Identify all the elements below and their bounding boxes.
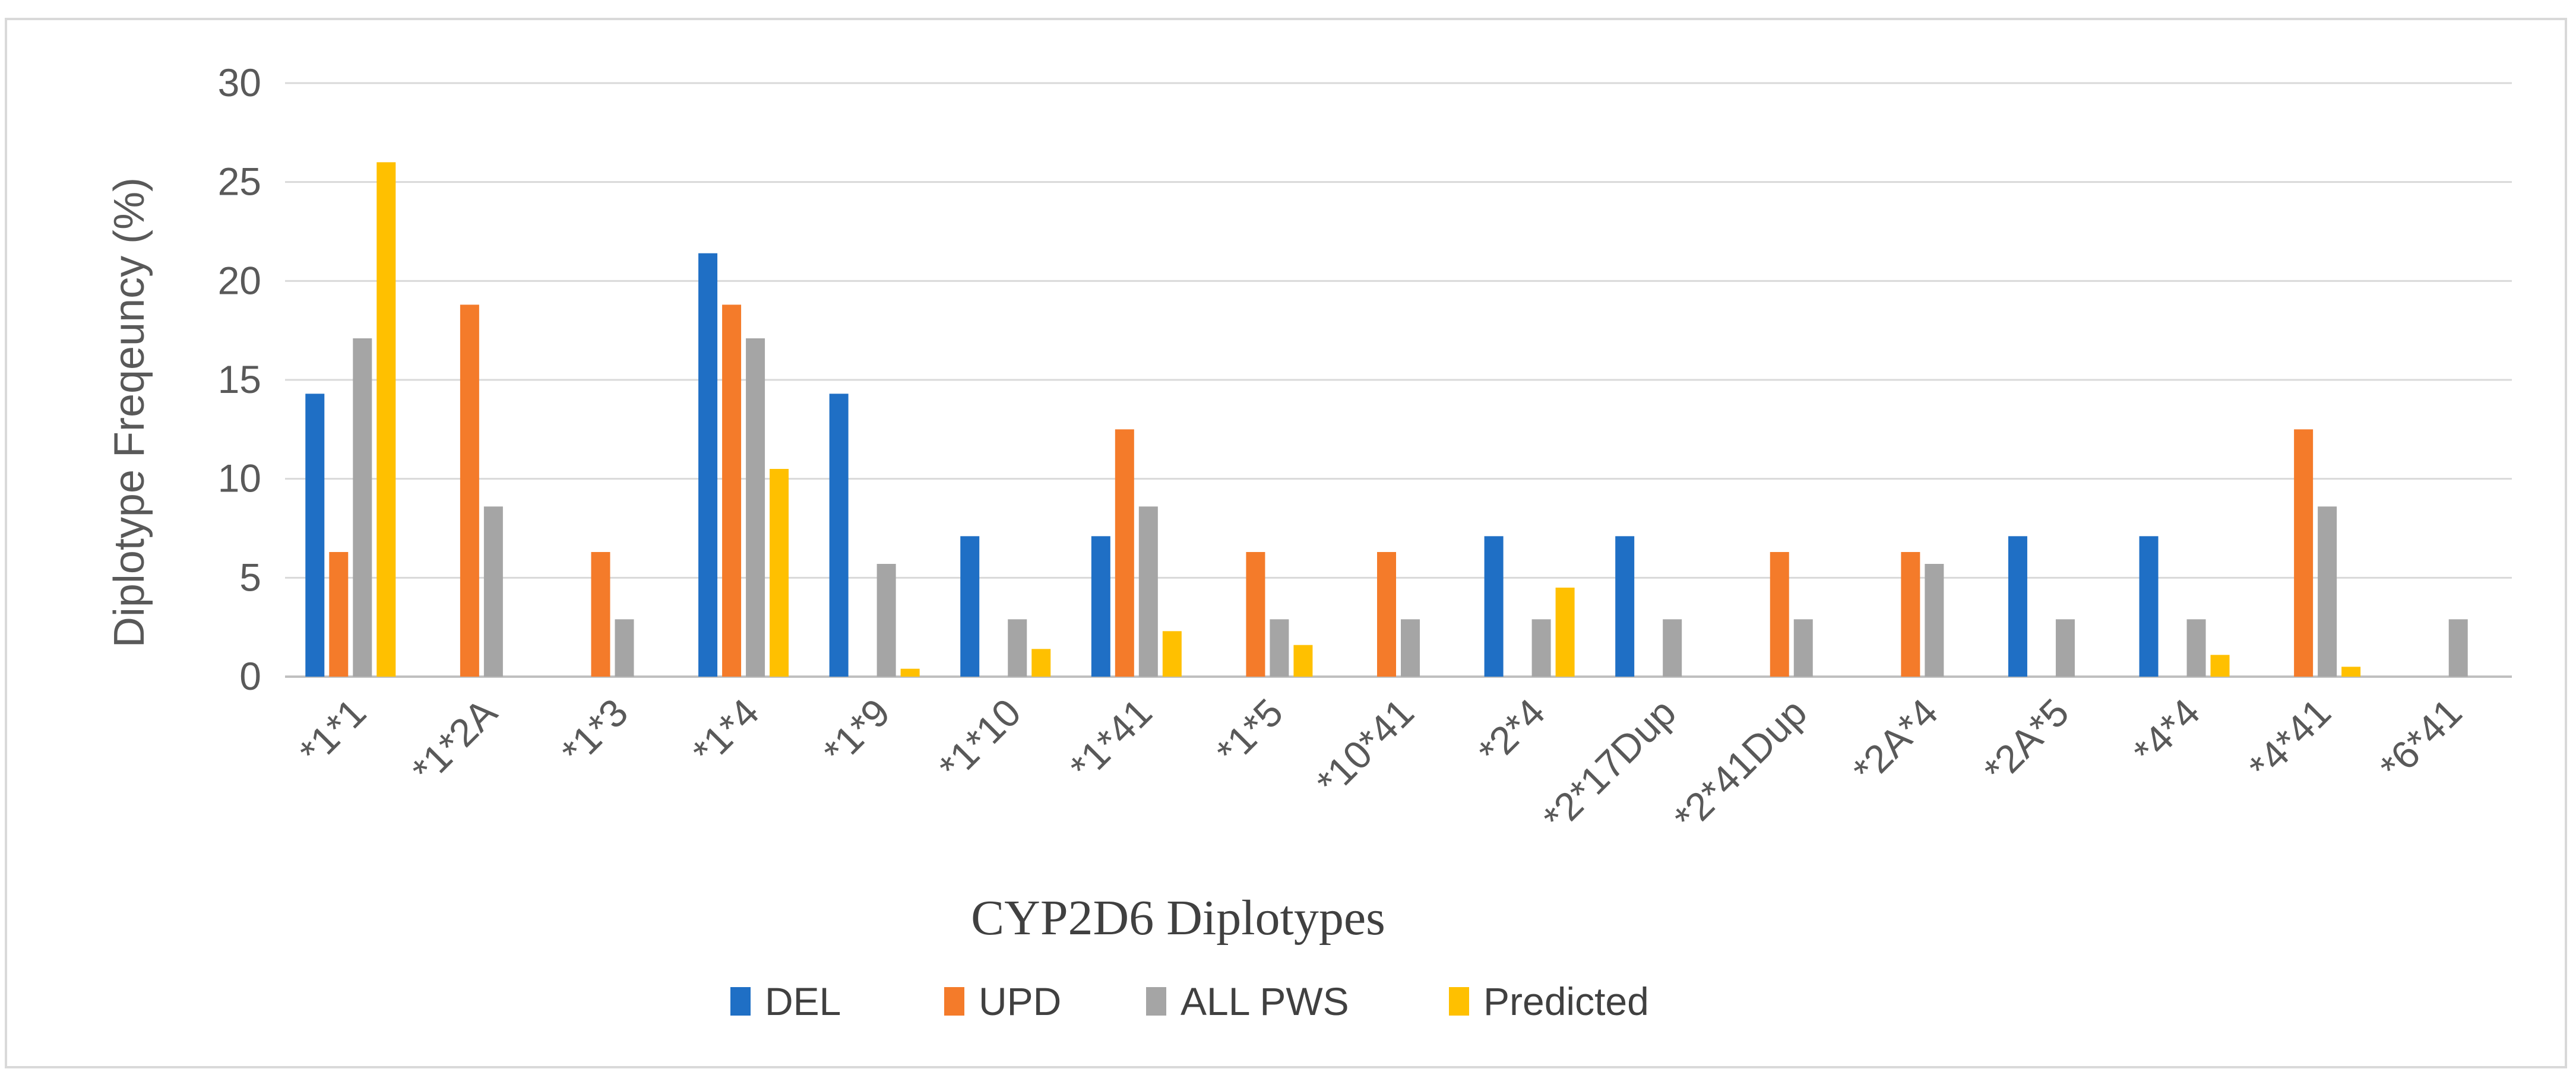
bar-all-pws-11 [1793,619,1813,677]
x-tick-label: *2A*4 [1844,690,1947,792]
bar-del-4 [829,394,849,677]
bar-upd-6 [1115,429,1134,677]
x-tick-label: *1*1 [291,690,375,774]
y-axis-ticks: 0 5 10 15 20 25 30 [218,61,261,698]
y-tick-label: 30 [218,61,261,104]
x-tick-label: *2*4 [1470,690,1553,774]
legend-swatch-all-pws [1146,987,1166,1016]
x-tick-label: *10*41 [1308,690,1422,804]
legend-label: Predicted [1483,979,1649,1023]
bar-del-13 [2008,536,2027,677]
y-tick-label: 5 [239,555,261,599]
x-tick-label: *2*41Dup [1666,690,1815,840]
bar-all-pws-8 [1401,619,1420,677]
x-tick-label: *1*4 [683,690,767,774]
bar-all-pws-2 [615,619,634,677]
x-tick-label: *1*5 [1208,690,1292,774]
bar-all-pws-3 [746,338,765,677]
bar-predicted-5 [1031,649,1051,677]
bar-upd-3 [722,304,742,677]
bar-all-pws-7 [1270,619,1289,677]
bar-predicted-0 [376,162,396,677]
chart-frame [5,18,2567,1068]
bar-del-14 [2139,536,2159,677]
y-tick-label: 15 [218,357,261,401]
bar-predicted-3 [770,469,789,677]
y-tick-label: 25 [218,160,261,204]
bars [305,162,2468,677]
bar-del-0 [305,394,325,677]
legend-label: DEL [765,979,841,1023]
x-tick-label: *1*2A [403,690,505,792]
bar-predicted-7 [1293,645,1313,677]
bar-upd-2 [591,552,610,677]
legend-label: UPD [979,979,1061,1023]
x-tick-label: *4*41 [2240,690,2339,789]
x-tick-label: *1*10 [931,690,1030,789]
bar-predicted-9 [1555,588,1575,677]
bar-upd-7 [1246,552,1265,677]
bar-del-3 [698,253,718,677]
x-tick-label: *1*41 [1061,690,1160,789]
bar-all-pws-5 [1008,619,1027,677]
bar-all-pws-15 [2318,506,2337,677]
x-tick-label: *1*9 [815,690,898,774]
bar-del-9 [1484,536,1504,677]
x-axis-label: CYP2D6 Diplotypes [971,890,1385,946]
x-tick-label: *6*41 [2371,690,2470,789]
bar-predicted-14 [2210,655,2230,677]
bar-all-pws-12 [1925,564,1944,677]
x-tick-label: *4*4 [2125,690,2208,774]
bar-upd-11 [1770,552,1789,677]
x-tick-label: *2*17Dup [1534,690,1684,840]
bar-all-pws-4 [876,564,896,677]
bar-all-pws-0 [353,338,372,677]
bar-all-pws-13 [2055,619,2075,677]
legend-label: ALL PWS [1181,979,1349,1023]
y-axis-label: Diplotype Freqeuncy (%) [106,177,153,648]
bar-all-pws-10 [1663,619,1682,677]
bar-upd-1 [460,304,479,677]
bar-del-6 [1091,536,1110,677]
gridlines [285,82,2512,678]
bar-del-5 [960,536,980,677]
bar-del-10 [1615,536,1635,677]
x-tick-label: *1*3 [553,690,637,774]
bar-predicted-6 [1162,631,1182,677]
bar-predicted-4 [900,668,920,677]
legend-swatch-del [730,987,751,1016]
bar-upd-0 [329,552,349,677]
x-tick-label: *2A*5 [1975,690,2077,792]
bar-all-pws-6 [1138,506,1158,677]
bar-predicted-15 [2341,667,2361,677]
bar-all-pws-16 [2448,619,2468,677]
y-tick-label: 10 [218,456,261,500]
bar-all-pws-1 [483,506,503,677]
x-axis-ticks: *1*1 *1*2A *1*3 *1*4 *1*9 *1*10 *1*41 *1*5 *10*4… [291,690,2470,840]
bar-upd-15 [2294,429,2314,677]
bar-upd-12 [1901,552,1920,677]
y-tick-label: 20 [218,258,261,302]
legend-swatch-predicted [1449,987,1469,1016]
bar-all-pws-9 [1531,619,1551,677]
bar-all-pws-14 [2186,619,2206,677]
legend: DEL UPD ALL PWS Predicted [730,979,1649,1023]
bar-upd-8 [1377,552,1396,677]
legend-swatch-upd [944,987,964,1016]
y-tick-label: 0 [239,654,261,698]
